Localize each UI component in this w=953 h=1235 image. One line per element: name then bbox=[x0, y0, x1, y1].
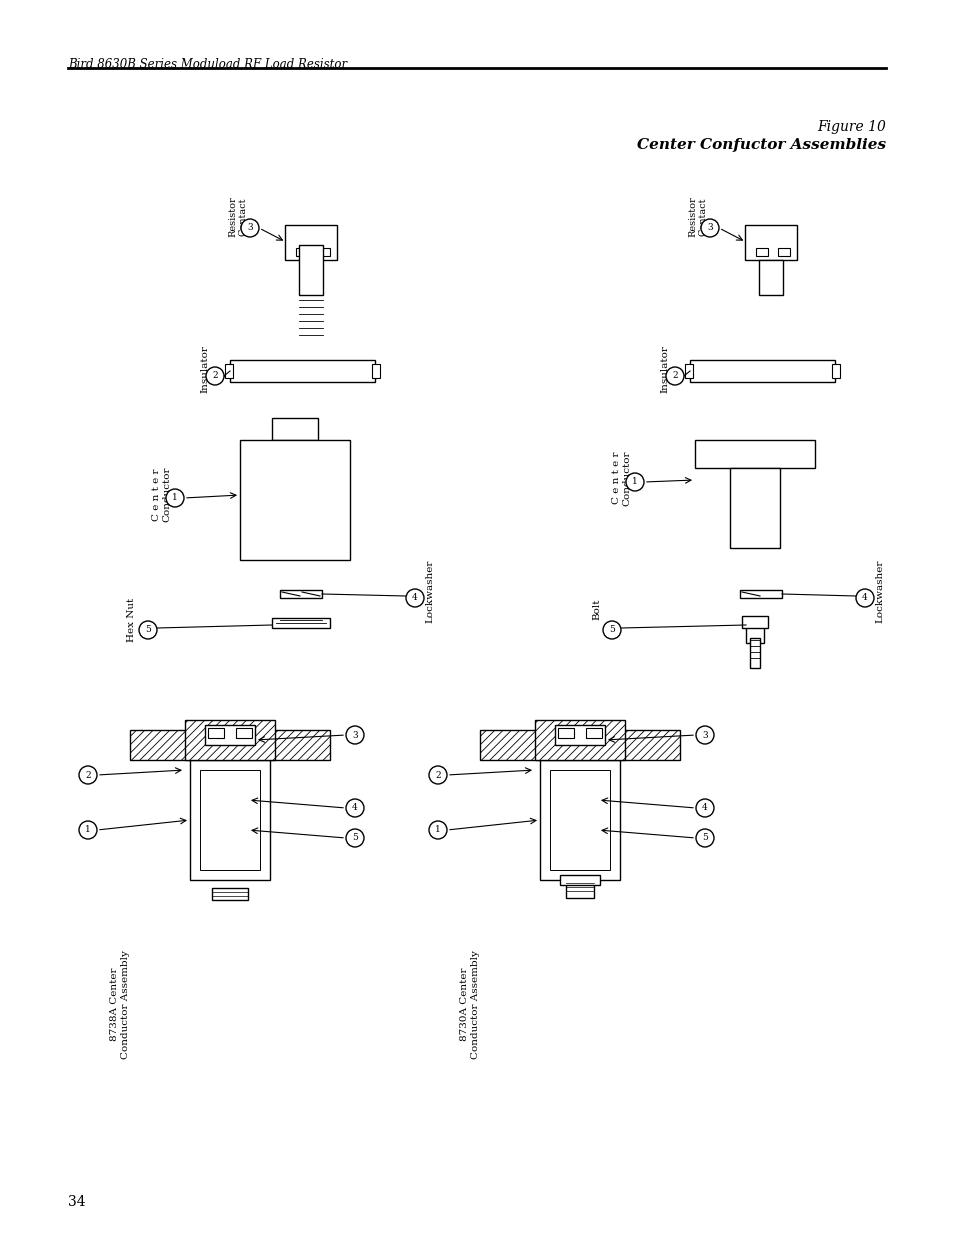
FancyBboxPatch shape bbox=[240, 440, 350, 559]
Text: 5: 5 bbox=[701, 834, 707, 842]
Bar bbox=[558, 727, 574, 739]
Text: Figure 10: Figure 10 bbox=[817, 120, 885, 135]
Text: Center Confuctor Assemblies: Center Confuctor Assemblies bbox=[637, 138, 885, 152]
Circle shape bbox=[665, 367, 683, 385]
Bar bbox=[205, 725, 254, 745]
Bar bbox=[539, 760, 619, 881]
FancyBboxPatch shape bbox=[272, 417, 317, 440]
FancyBboxPatch shape bbox=[298, 245, 323, 295]
Circle shape bbox=[139, 621, 157, 638]
Bar bbox=[212, 888, 248, 900]
Circle shape bbox=[346, 726, 364, 743]
Bar bbox=[190, 760, 270, 881]
Text: Lockwasher: Lockwasher bbox=[875, 559, 883, 624]
FancyBboxPatch shape bbox=[285, 225, 336, 261]
Text: 3: 3 bbox=[247, 224, 253, 232]
FancyBboxPatch shape bbox=[272, 618, 330, 629]
Text: 8730A Center
Conductor Assembly: 8730A Center Conductor Assembly bbox=[459, 950, 479, 1058]
Text: 5: 5 bbox=[145, 625, 151, 635]
Text: 2: 2 bbox=[212, 372, 217, 380]
Text: 2: 2 bbox=[435, 771, 440, 779]
FancyBboxPatch shape bbox=[695, 440, 814, 468]
Circle shape bbox=[625, 473, 643, 492]
Text: Resistor
Contact: Resistor Contact bbox=[687, 196, 707, 237]
FancyBboxPatch shape bbox=[280, 590, 322, 598]
Text: 4: 4 bbox=[701, 804, 707, 813]
Circle shape bbox=[346, 799, 364, 818]
Circle shape bbox=[696, 726, 713, 743]
Text: 4: 4 bbox=[862, 594, 867, 603]
Bar bbox=[185, 720, 274, 760]
Text: 3: 3 bbox=[352, 730, 357, 740]
Text: 1: 1 bbox=[632, 478, 638, 487]
Text: 2: 2 bbox=[672, 372, 677, 380]
Circle shape bbox=[241, 219, 258, 237]
FancyBboxPatch shape bbox=[689, 359, 834, 382]
Text: Resistor
Contact: Resistor Contact bbox=[228, 196, 248, 237]
FancyBboxPatch shape bbox=[755, 248, 767, 256]
FancyBboxPatch shape bbox=[831, 364, 840, 378]
Bar bbox=[235, 727, 252, 739]
Text: 5: 5 bbox=[608, 625, 615, 635]
FancyBboxPatch shape bbox=[759, 261, 782, 295]
Text: 1: 1 bbox=[435, 825, 440, 835]
FancyBboxPatch shape bbox=[225, 364, 233, 378]
Text: Bird 8630B Series Moduload RF Load Resistor: Bird 8630B Series Moduload RF Load Resis… bbox=[68, 58, 347, 70]
Bar bbox=[200, 769, 260, 869]
FancyBboxPatch shape bbox=[745, 622, 763, 643]
Text: 34: 34 bbox=[68, 1195, 86, 1209]
FancyBboxPatch shape bbox=[372, 364, 379, 378]
FancyBboxPatch shape bbox=[295, 248, 308, 256]
FancyBboxPatch shape bbox=[317, 248, 330, 256]
Bar bbox=[565, 883, 594, 898]
Text: 3: 3 bbox=[706, 224, 712, 232]
FancyBboxPatch shape bbox=[740, 590, 781, 598]
Text: Lockwasher: Lockwasher bbox=[425, 559, 434, 624]
Bar bbox=[479, 730, 679, 760]
Bar bbox=[550, 769, 609, 869]
FancyBboxPatch shape bbox=[684, 364, 692, 378]
Text: 8738A Center
Conductor Assembly: 8738A Center Conductor Assembly bbox=[111, 950, 130, 1058]
Bar bbox=[130, 730, 330, 760]
Text: C e n t e r
Conductor: C e n t e r Conductor bbox=[152, 467, 172, 522]
Text: 4: 4 bbox=[412, 594, 417, 603]
Circle shape bbox=[79, 766, 97, 784]
Circle shape bbox=[406, 589, 423, 606]
Circle shape bbox=[855, 589, 873, 606]
Text: 5: 5 bbox=[352, 834, 357, 842]
Text: C e n t e r
Conductor: C e n t e r Conductor bbox=[612, 450, 631, 505]
FancyBboxPatch shape bbox=[778, 248, 789, 256]
FancyBboxPatch shape bbox=[744, 225, 796, 261]
Bar bbox=[585, 727, 601, 739]
Bar bbox=[559, 876, 599, 885]
Text: 4: 4 bbox=[352, 804, 357, 813]
FancyBboxPatch shape bbox=[729, 468, 780, 548]
Text: 2: 2 bbox=[85, 771, 91, 779]
FancyBboxPatch shape bbox=[741, 616, 767, 629]
FancyBboxPatch shape bbox=[230, 359, 375, 382]
Text: Insulator: Insulator bbox=[200, 345, 210, 393]
Circle shape bbox=[429, 766, 447, 784]
Text: 3: 3 bbox=[701, 730, 707, 740]
Circle shape bbox=[696, 799, 713, 818]
Text: Insulator: Insulator bbox=[659, 345, 669, 393]
Text: 1: 1 bbox=[85, 825, 91, 835]
FancyBboxPatch shape bbox=[749, 638, 760, 668]
Text: 1: 1 bbox=[172, 494, 177, 503]
Bar bbox=[208, 727, 224, 739]
Bar bbox=[535, 720, 624, 760]
Circle shape bbox=[602, 621, 620, 638]
Circle shape bbox=[429, 821, 447, 839]
Circle shape bbox=[700, 219, 719, 237]
Circle shape bbox=[696, 829, 713, 847]
Text: Bolt: Bolt bbox=[592, 598, 601, 620]
Circle shape bbox=[206, 367, 224, 385]
Bar bbox=[555, 725, 604, 745]
Text: Hex Nut: Hex Nut bbox=[128, 598, 136, 642]
Circle shape bbox=[346, 829, 364, 847]
Circle shape bbox=[166, 489, 184, 508]
Circle shape bbox=[79, 821, 97, 839]
